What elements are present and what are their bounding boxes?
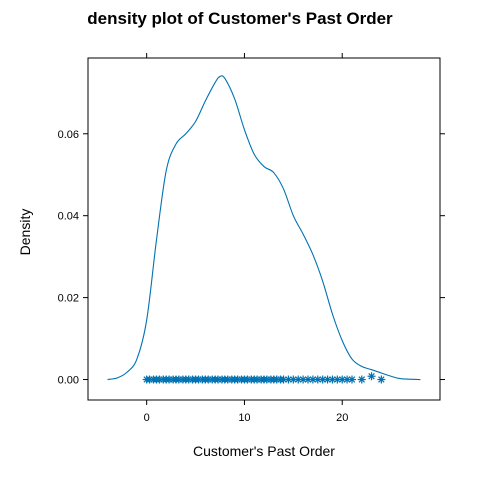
x-tick-label: 20 [336,412,348,424]
rug-point [377,375,386,384]
y-tick-label: 0.06 [58,129,79,141]
rug-point [304,375,312,384]
rug-point [294,375,303,384]
rug-point [299,375,308,384]
x-tick-label: 10 [238,412,250,424]
density-curve [107,75,421,381]
rug-point [318,375,327,384]
rug-point [367,372,376,381]
y-tick-label: 0.02 [58,293,79,305]
y-axis-label: Density [17,209,33,256]
rug-point [348,375,356,384]
y-tick-label: 0.00 [58,375,79,387]
rug-point [338,375,347,384]
chart-title: density plot of Customer's Past Order [87,9,393,28]
rug-points [142,372,386,384]
plot-frame [87,57,441,401]
rug-point [357,375,366,384]
y-tick-label: 0.04 [58,211,79,223]
rug-point [328,375,337,384]
y-axis: 0.00 0.02 0.04 0.06 [58,129,445,387]
x-axis-label: Customer's Past Order [193,443,335,459]
x-axis: 0 10 20 [144,53,348,424]
x-tick-label: 0 [144,412,150,424]
